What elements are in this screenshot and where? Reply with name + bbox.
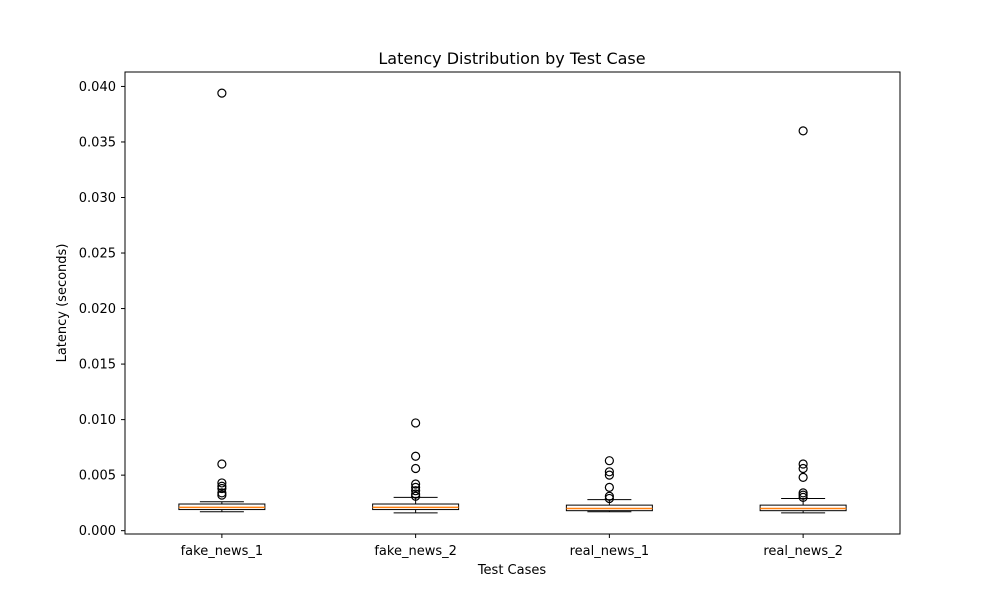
x-axis-label: Test Cases xyxy=(477,563,547,578)
box-group-real_news_2 xyxy=(759,126,847,514)
outlier-point xyxy=(604,493,614,504)
outlier-point xyxy=(217,490,227,500)
outlier-point xyxy=(217,483,227,494)
x-tick-label: fake_news_1 xyxy=(181,544,264,559)
outlier-point xyxy=(798,492,808,502)
outlier-point xyxy=(217,478,227,488)
y-tick-label: 0.015 xyxy=(79,358,116,373)
box-group-fake_news_1 xyxy=(178,88,266,513)
outlier-point xyxy=(411,479,421,489)
x-tick-label: real_news_2 xyxy=(763,544,843,559)
chart-title: Latency Distribution by Test Case xyxy=(378,49,645,68)
y-tick-label: 0.025 xyxy=(79,247,116,262)
outlier-point xyxy=(411,491,421,501)
outlier-point xyxy=(411,486,421,496)
box-group-fake_news_2 xyxy=(372,418,460,514)
outlier-point xyxy=(604,470,614,480)
y-tick-label: 0.010 xyxy=(79,413,116,428)
x-tick-label: real_news_1 xyxy=(570,544,650,559)
outlier-point xyxy=(411,451,421,461)
outlier-point xyxy=(798,459,808,469)
plot-frame xyxy=(124,71,901,535)
outlier-point xyxy=(411,418,421,428)
y-tick-label: 0.030 xyxy=(79,191,116,206)
outlier-point xyxy=(604,482,614,492)
outlier-point xyxy=(798,472,808,482)
outlier-point xyxy=(411,482,421,492)
outlier-point xyxy=(798,463,808,474)
y-tick-label: 0.020 xyxy=(79,302,116,317)
y-tick-label: 0.005 xyxy=(79,469,116,484)
outlier-point xyxy=(604,456,614,466)
y-tick-label: 0.040 xyxy=(79,80,116,95)
outlier-point xyxy=(217,459,227,469)
plot-area xyxy=(178,88,847,514)
outlier-point xyxy=(604,467,614,477)
x-tick-label: fake_news_2 xyxy=(374,544,457,559)
outlier-point xyxy=(411,463,421,474)
outlier-point xyxy=(217,88,227,98)
y-tick-label: 0.000 xyxy=(79,524,116,539)
outlier-point xyxy=(798,126,808,136)
box-group-real_news_1 xyxy=(565,456,653,513)
y-axis-label: Latency (seconds) xyxy=(55,244,70,363)
y-tick-label: 0.035 xyxy=(79,135,116,150)
